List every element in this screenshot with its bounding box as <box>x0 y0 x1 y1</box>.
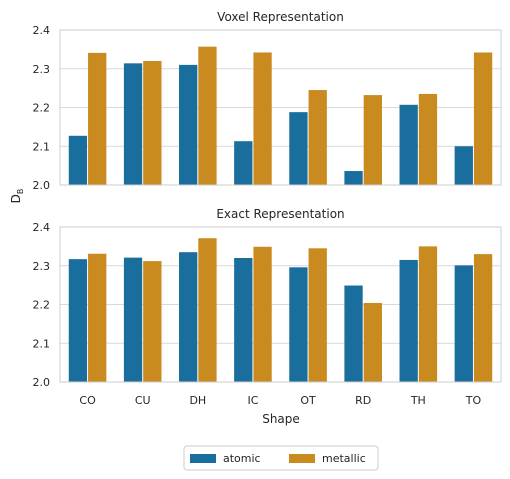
y-tick-label: 2.2 <box>33 299 51 312</box>
legend-frame <box>183 445 379 471</box>
x-tick-label: TH <box>410 394 426 407</box>
y-axis-label-main: D <box>9 194 23 203</box>
x-tick-label: OT <box>300 394 316 407</box>
bar-metallic-cu <box>143 61 162 185</box>
bar-metallic-co <box>88 52 107 185</box>
legend-label-metallic: metallic <box>322 452 366 465</box>
legend-swatch-atomic <box>190 454 216 463</box>
bar-metallic-co <box>88 253 107 382</box>
bar-atomic-ot <box>289 267 308 382</box>
plot-frame <box>59 29 502 186</box>
panel-2: Exact Representation 2.0 2.1 2.2 2.3 2.4 CO CU D… <box>33 207 502 407</box>
bar-metallic-to <box>473 52 493 185</box>
x-tick-label: CU <box>135 394 151 407</box>
legend-swatch-metallic <box>289 454 315 463</box>
panel-1: Voxel Representation 2.0 2.1 2.2 2.3 2.4 <box>33 10 502 192</box>
bar-atomic-rd <box>344 171 363 185</box>
chart-panels: Voxel Representation2.02.12.22.32.4Exact… <box>33 10 502 407</box>
panel-title: Exact Representation <box>216 207 344 221</box>
bar-metallic-to <box>473 254 493 382</box>
bar-atomic-rd <box>344 285 363 382</box>
bar-metallic-ot <box>308 90 327 185</box>
bar-atomic-to <box>454 265 473 382</box>
bar-atomic-ic <box>234 141 253 185</box>
x-tick-label: RD <box>355 394 371 407</box>
x-tick-label: CO <box>79 394 96 407</box>
bar-metallic-dh <box>198 46 217 185</box>
bar-metallic-ot <box>308 248 327 382</box>
bar-atomic-cu <box>123 257 143 382</box>
bar-metallic-th <box>418 246 438 382</box>
y-tick-label: 2.3 <box>33 63 51 76</box>
bar-atomic-co <box>68 135 88 185</box>
y-tick-label: 2.3 <box>33 260 51 273</box>
bar-atomic-to <box>454 146 473 185</box>
legend: atomic metallic <box>183 445 379 471</box>
bar-atomic-th <box>399 259 418 382</box>
bar-atomic-co <box>68 259 88 382</box>
y-tick-label: 2.4 <box>33 221 51 234</box>
bar-metallic-rd <box>363 302 382 382</box>
bar-atomic-th <box>399 104 418 185</box>
y-tick-label: 2.1 <box>33 140 51 153</box>
bar-atomic-cu <box>123 63 143 186</box>
bar-atomic-ic <box>234 258 253 382</box>
bar-atomic-ot <box>289 112 308 185</box>
bar-metallic-th <box>418 93 438 185</box>
plot-frame <box>59 226 502 383</box>
panel-title: Voxel Representation <box>217 10 344 24</box>
y-tick-label: 2.4 <box>33 24 51 37</box>
x-tick-label: TO <box>465 394 482 407</box>
bar-metallic-cu <box>143 261 162 382</box>
bar-metallic-dh <box>198 238 217 382</box>
x-tick-label: DH <box>189 394 206 407</box>
y-tick-label: 2.0 <box>33 179 51 192</box>
bar-metallic-ic <box>253 246 272 382</box>
y-axis-label-subscript: B <box>16 189 25 195</box>
bar-metallic-rd <box>363 95 382 185</box>
legend-label-atomic: atomic <box>223 452 261 465</box>
y-axis-label: DB <box>9 189 25 204</box>
y-tick-label: 2.2 <box>33 102 51 115</box>
bar-atomic-dh <box>179 252 198 382</box>
bar-metallic-ic <box>253 52 272 185</box>
x-axis-label: Shape <box>262 412 300 426</box>
x-tick-label: IC <box>247 394 258 407</box>
y-tick-label: 2.1 <box>33 337 51 350</box>
y-tick-label: 2.0 <box>33 376 51 389</box>
bar-atomic-dh <box>179 64 198 185</box>
